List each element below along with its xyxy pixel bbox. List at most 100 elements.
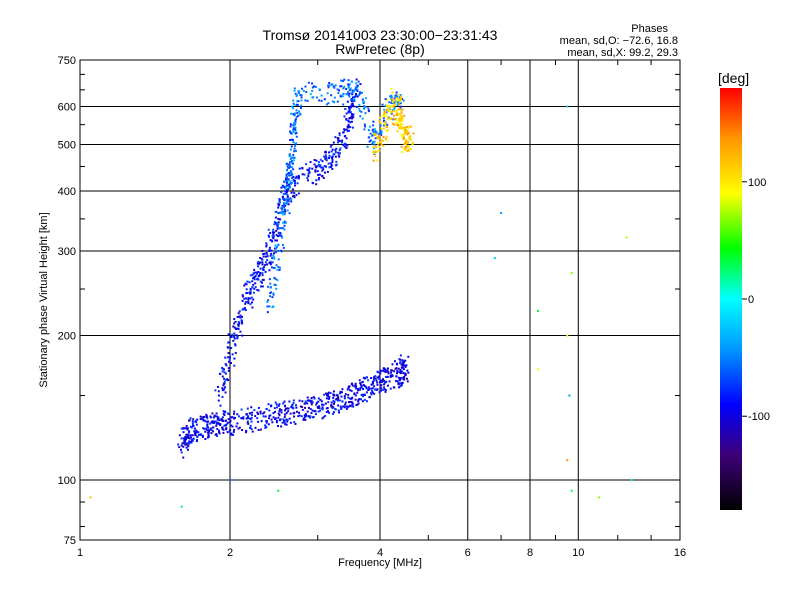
trace-point	[251, 306, 254, 309]
trace-point	[295, 142, 298, 145]
trace-point	[401, 108, 404, 111]
trace-point	[277, 221, 280, 224]
trace-point	[253, 271, 256, 274]
trace-point	[305, 414, 308, 417]
trace-point	[209, 416, 212, 419]
trace-point	[199, 418, 202, 421]
trace-point	[210, 432, 213, 435]
trace-point	[294, 184, 297, 187]
trace-point	[274, 222, 277, 225]
trace-point	[184, 443, 187, 446]
trace-point	[365, 387, 368, 390]
trace-point	[345, 137, 348, 140]
trace-point	[204, 427, 207, 430]
trace-point	[221, 387, 224, 390]
trace-point	[241, 294, 244, 297]
trace-point	[233, 357, 236, 360]
trace-point	[278, 403, 281, 406]
trace-point	[215, 415, 218, 418]
trace-point	[332, 402, 335, 405]
trace-point	[262, 278, 265, 281]
trace-point	[217, 390, 220, 393]
trace-point	[294, 404, 297, 407]
trace-point	[202, 427, 205, 430]
trace-point	[297, 100, 300, 103]
trace-point	[346, 388, 349, 391]
trace-point	[333, 400, 336, 403]
trace-point	[318, 99, 321, 102]
echo-point	[180, 505, 183, 508]
trace-point	[403, 130, 406, 133]
trace-point	[233, 410, 236, 413]
trace-point	[274, 410, 277, 413]
trace-point	[324, 414, 327, 417]
trace-point	[383, 379, 386, 382]
trace-point	[385, 125, 388, 128]
trace-point	[362, 102, 365, 105]
trace-point	[380, 131, 383, 134]
trace-point	[182, 427, 185, 430]
trace-point	[322, 416, 325, 419]
trace-point	[283, 421, 286, 424]
trace-point	[379, 141, 382, 144]
trace-point	[265, 251, 268, 254]
trace-point	[284, 187, 287, 190]
trace-point	[407, 148, 410, 151]
trace-point	[225, 427, 228, 430]
trace-point	[397, 101, 400, 104]
trace-point	[295, 406, 298, 409]
trace-point	[305, 163, 308, 166]
trace-point	[291, 166, 294, 169]
trace-point	[269, 231, 272, 234]
trace-point	[218, 432, 221, 435]
trace-point	[253, 291, 256, 294]
trace-point	[388, 106, 391, 109]
trace-point	[367, 386, 370, 389]
trace-point	[402, 372, 405, 375]
trace-point	[232, 339, 235, 342]
trace-point	[267, 299, 270, 302]
trace-point	[284, 423, 287, 426]
trace-point	[307, 175, 310, 178]
trace-point	[294, 126, 297, 129]
trace-point	[395, 363, 398, 366]
trace-point	[383, 388, 386, 391]
trace-point	[257, 428, 260, 431]
trace-point	[338, 149, 341, 152]
trace-point	[266, 285, 269, 288]
trace-point	[311, 96, 314, 99]
trace-point	[286, 407, 289, 410]
trace-point	[292, 178, 295, 181]
trace-point	[304, 85, 307, 88]
trace-point	[362, 383, 365, 386]
trace-point	[234, 351, 237, 354]
trace-point	[292, 99, 295, 102]
trace-point	[341, 139, 344, 142]
chart-title: Tromsø 20141003 23:30:00−23:31:43	[262, 27, 498, 43]
trace-point	[240, 417, 243, 420]
trace-point	[231, 416, 234, 419]
trace-point	[269, 260, 272, 263]
trace-point	[313, 158, 316, 161]
trace-point	[385, 108, 388, 111]
trace-point	[364, 106, 367, 109]
trace-point	[283, 224, 286, 227]
trace-point	[403, 127, 406, 130]
trace-point	[269, 286, 272, 289]
trace-point	[238, 426, 241, 429]
trace-point	[281, 185, 284, 188]
trace-point	[355, 78, 358, 81]
trace-point	[328, 81, 331, 84]
trace-point	[262, 252, 265, 255]
trace-point	[325, 411, 328, 414]
trace-point	[184, 437, 187, 440]
trace-point	[391, 369, 394, 372]
trace-point	[195, 431, 198, 434]
x-tick-label: 4	[377, 547, 383, 559]
trace-point	[367, 107, 370, 110]
trace-point	[179, 448, 182, 451]
trace-point	[277, 217, 280, 220]
trace-point	[406, 130, 409, 133]
trace-point	[180, 444, 183, 447]
trace-point	[244, 301, 247, 304]
